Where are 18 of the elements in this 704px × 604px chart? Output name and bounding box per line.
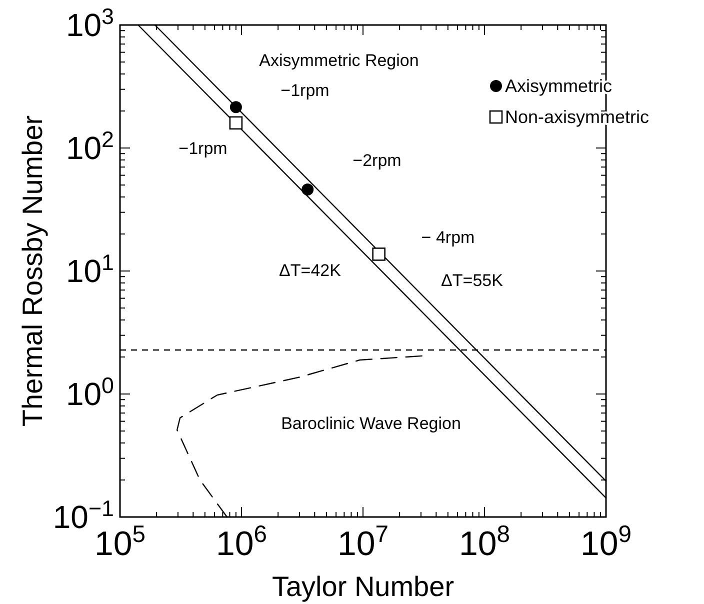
annotation: Axisymmetric Region: [259, 51, 419, 70]
y-tick-label: 10$^{0}$: [66, 372, 114, 412]
x-tick-label: 10$^{8}$: [458, 520, 510, 563]
y-tick-label: 10$^{1}$: [66, 250, 114, 289]
annotation: − 4rpm: [421, 228, 475, 247]
annotation: Baroclinic Wave Region: [281, 414, 461, 433]
annotation: −2rpm: [352, 151, 402, 170]
y-axis-title: Thermal Rossby Number: [17, 115, 48, 427]
annotation: ΔT=55K: [441, 271, 504, 290]
annotation: −1rpm: [178, 139, 228, 158]
x-axis-title: Taylor Number: [272, 571, 454, 602]
y-tick-label: 10$^{2}$: [66, 126, 114, 166]
annotation: ΔT=42K: [279, 261, 342, 280]
x-tick-label: 10$^{9}$: [580, 520, 632, 563]
y-tick-label: 10$^{3}$: [66, 4, 114, 43]
annotation: −1rpm: [280, 81, 330, 100]
x-tick-label: 10$^{6}$: [216, 520, 268, 563]
x-tick-label: 10$^{7}$: [337, 520, 389, 563]
